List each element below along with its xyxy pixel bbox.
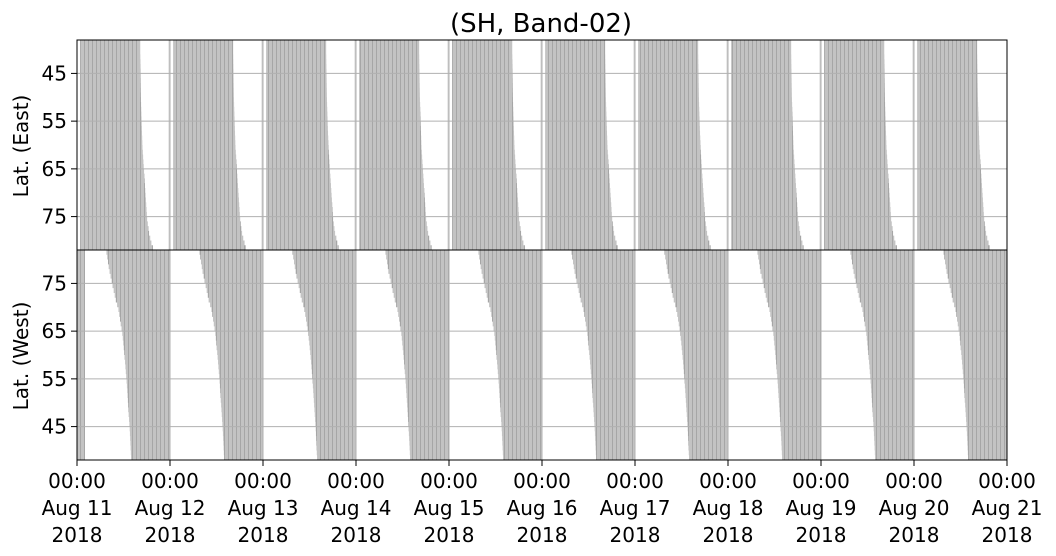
ylabel-east: Lat. (East) (9, 95, 33, 198)
xtick-label: Aug 19 (786, 496, 857, 520)
xtick-label: 00:00 (513, 469, 571, 493)
xtick-label: Aug 21 (972, 496, 1043, 520)
xtick-label: 00:00 (327, 469, 385, 493)
west-band-day-2 (199, 250, 263, 460)
west-band-start (77, 250, 85, 460)
xtick-label: Aug 15 (414, 496, 485, 520)
xtick-label: Aug 18 (693, 496, 764, 520)
xtick-label: 2018 (52, 523, 103, 547)
west-bands (77, 250, 1007, 460)
west-band-day-1 (106, 250, 170, 460)
xtick-label: 00:00 (606, 469, 664, 493)
west-band-day-7 (664, 250, 728, 460)
west-band-day-4 (385, 250, 449, 460)
panel-east: 45 55 65 75 (42, 39, 1008, 251)
xtick-label: 2018 (145, 523, 196, 547)
west-ytick-label: 75 (42, 271, 67, 295)
east-band-day-1 (80, 40, 155, 250)
xtick-label: 2018 (331, 523, 382, 547)
xtick-label: 2018 (610, 523, 661, 547)
xtick-label: 00:00 (792, 469, 850, 493)
xtick-label: 2018 (424, 523, 475, 547)
xtick-label: 00:00 (885, 469, 943, 493)
east-ytick-label: 55 (42, 109, 67, 133)
grid (76, 40, 1008, 250)
chart-title: (SH, Band-02) (450, 9, 632, 39)
west-band-day-9 (850, 250, 914, 460)
xtick-label: 2018 (703, 523, 754, 547)
west-ytick-label: 45 (42, 415, 67, 439)
xtick-label: 2018 (517, 523, 568, 547)
east-band-day-9 (824, 40, 899, 250)
xtick-label: 2018 (796, 523, 847, 547)
east-band-day-8 (731, 40, 806, 250)
east-band-day-2 (173, 40, 248, 250)
xtick-label: 2018 (982, 523, 1033, 547)
east-band-day-10 (917, 40, 992, 250)
xtick-label: 00:00 (978, 469, 1036, 493)
west-ytick-label: 55 (42, 367, 67, 391)
east-bands (80, 40, 992, 250)
ylabel-west: Lat. (West) (9, 302, 33, 411)
xtick-label: Aug 11 (42, 496, 113, 520)
east-ytick-label: 45 (42, 61, 67, 85)
xtick-label: Aug 20 (879, 496, 950, 520)
west-band-day-10 (943, 250, 1007, 460)
xtick-label: Aug 13 (228, 496, 299, 520)
east-ytick-label: 65 (42, 157, 67, 181)
west-ytick-label: 65 (42, 319, 67, 343)
xtick-label: 00:00 (699, 469, 757, 493)
west-band-day-5 (478, 250, 542, 460)
xtick-label: 2018 (889, 523, 940, 547)
west-band-day-8 (757, 250, 821, 460)
xtick-label: 00:00 (141, 469, 199, 493)
west-band-day-3 (292, 250, 356, 460)
east-band-day-4 (359, 40, 434, 250)
xtick-label: Aug 16 (507, 496, 578, 520)
xtick-label: 00:00 (234, 469, 292, 493)
xtick-label: Aug 14 (321, 496, 392, 520)
xtick-label: 00:00 (420, 469, 478, 493)
xtick-label: Aug 12 (135, 496, 206, 520)
east-band-day-5 (452, 40, 527, 250)
xtick-label: Aug 17 (600, 496, 671, 520)
xtick-label: 2018 (238, 523, 289, 547)
west-band-day-6 (571, 250, 635, 460)
east-band-day-6 (545, 40, 620, 250)
east-ytick-label: 75 (42, 205, 67, 229)
x-axis: 00:00 Aug 11 2018 00:00 Aug 12 2018 00:00 Aug 1… (42, 460, 1043, 547)
east-band-day-7 (638, 40, 713, 250)
xtick-label: 00:00 (48, 469, 106, 493)
east-band-day-3 (266, 40, 341, 250)
panel-west: 45 55 65 75 (42, 249, 1008, 461)
